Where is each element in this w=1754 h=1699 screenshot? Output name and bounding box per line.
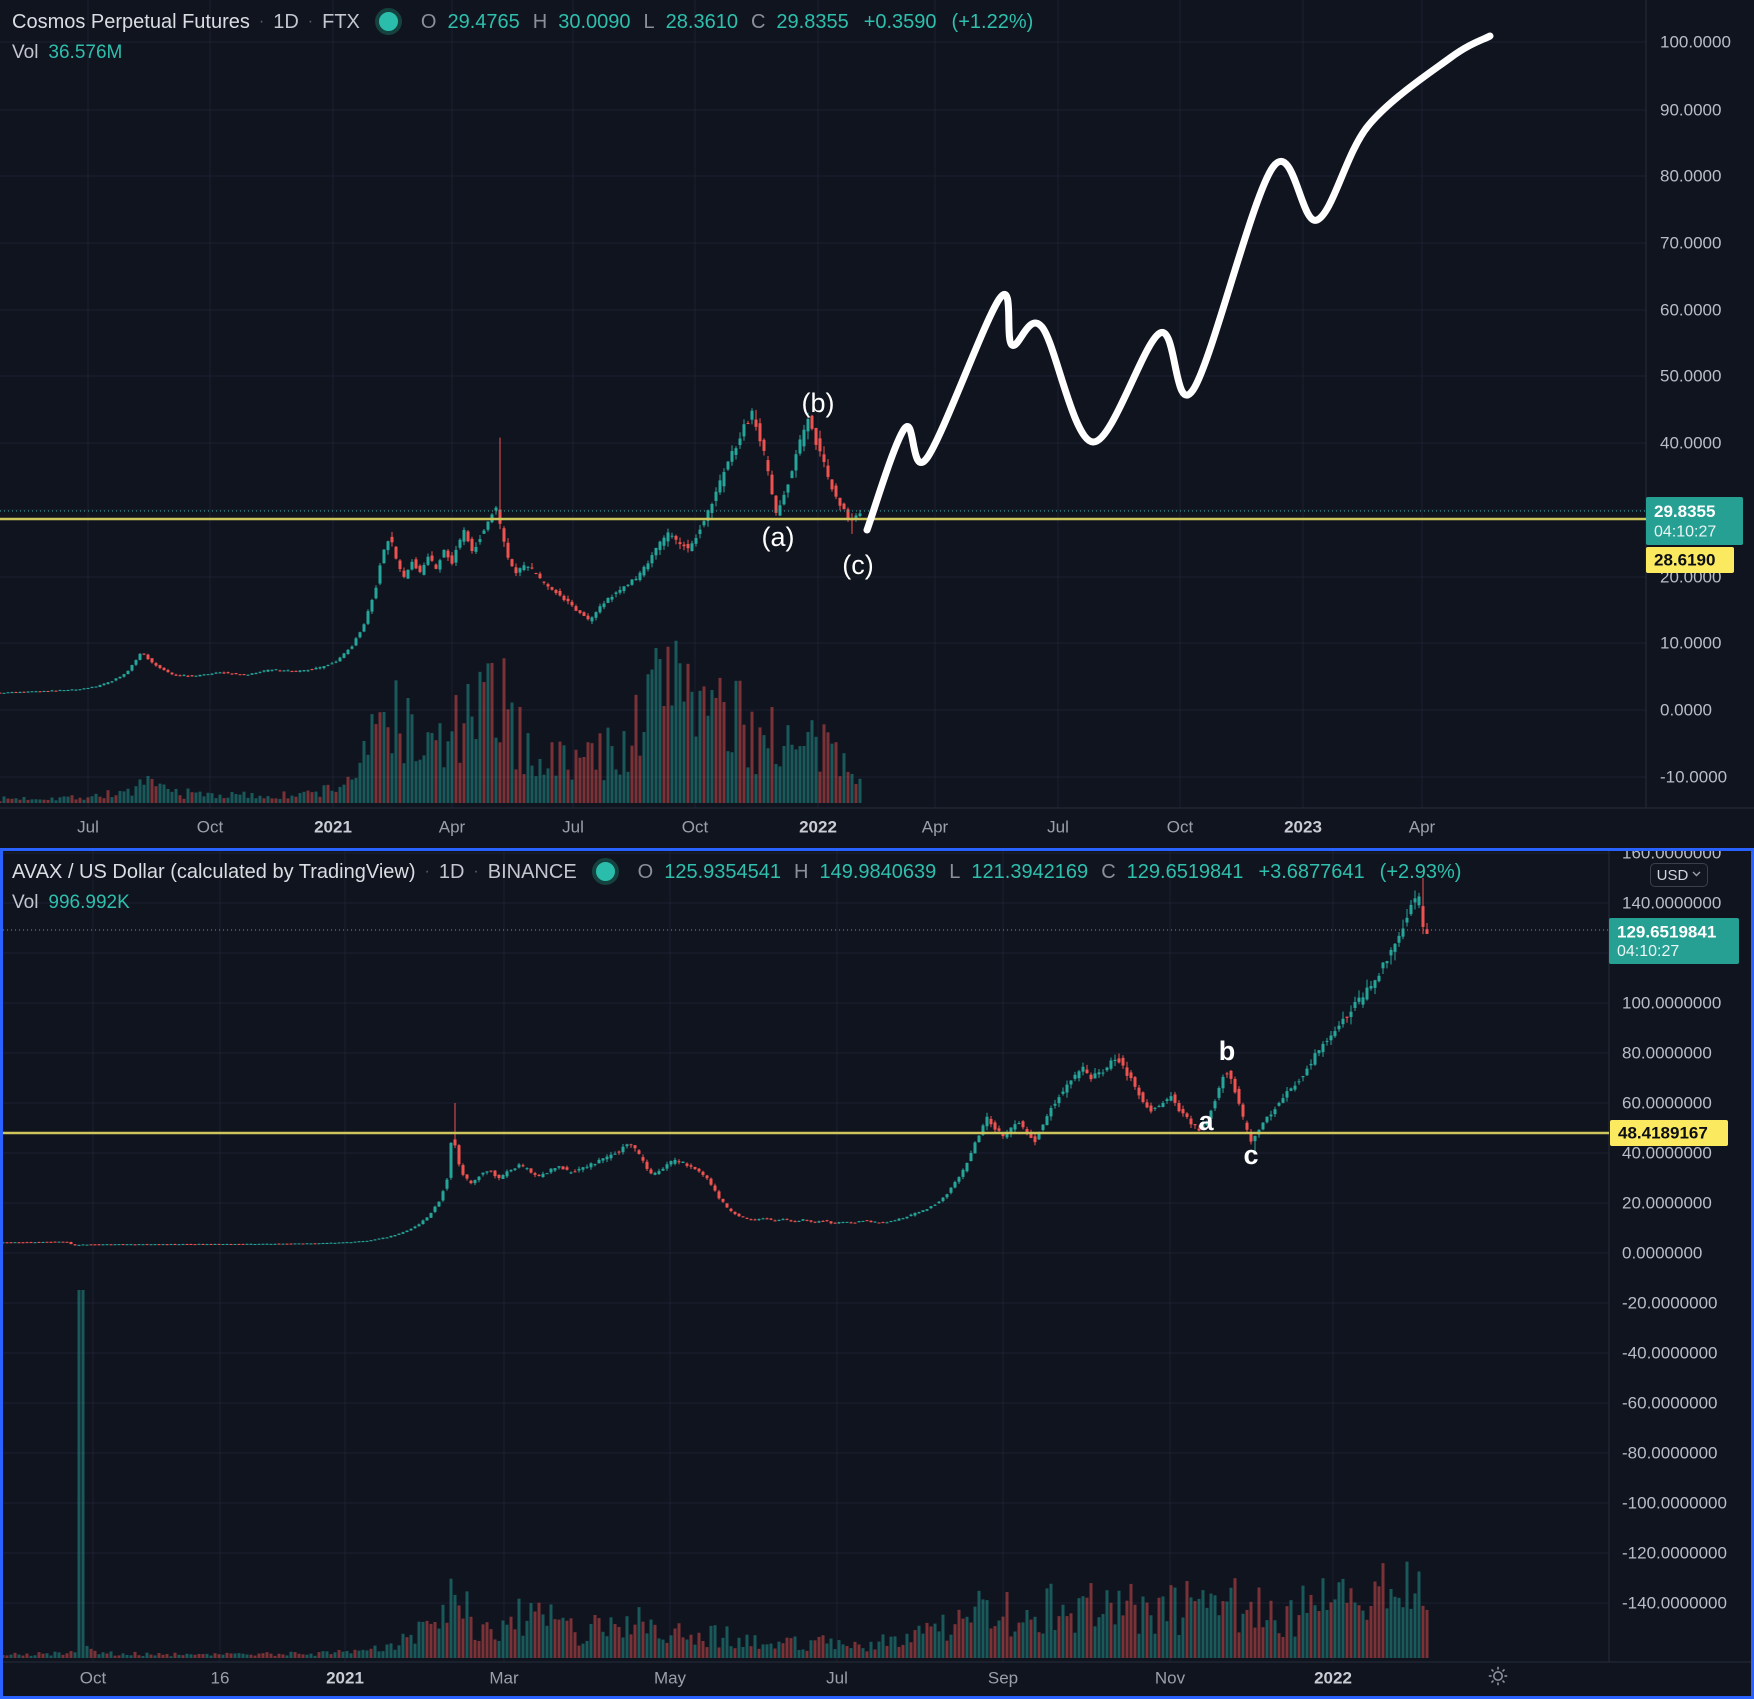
svg-text:90.0000: 90.0000 (1660, 101, 1721, 120)
svg-text:160.0000000: 160.0000000 (1622, 848, 1721, 863)
svg-text:140.0000000: 140.0000000 (1622, 894, 1721, 913)
svg-text:-80.0000000: -80.0000000 (1622, 1444, 1717, 1463)
svg-text:-40.0000000: -40.0000000 (1622, 1344, 1717, 1363)
svg-text:Oct: Oct (682, 818, 709, 837)
svg-text:28.6190: 28.6190 (1654, 551, 1715, 570)
svg-text:2022: 2022 (1314, 1669, 1352, 1688)
svg-text:40.0000000: 40.0000000 (1622, 1144, 1712, 1163)
chevron-down-icon (1692, 871, 1701, 877)
svg-text:May: May (654, 1669, 687, 1688)
svg-text:Oct: Oct (1167, 818, 1194, 837)
currency-label: USD (1656, 866, 1689, 884)
svg-text:2021: 2021 (326, 1669, 364, 1688)
svg-text:80.0000: 80.0000 (1660, 167, 1721, 186)
svg-text:Oct: Oct (80, 1669, 107, 1688)
svg-text:Jul: Jul (77, 818, 99, 837)
currency-selector-button[interactable]: USD (1650, 863, 1708, 887)
cosmos-chart-canvas[interactable]: (a) (b) (c) 100.0000 90.0000 80.0000 70.0000 60… (0, 0, 1754, 848)
svg-text:100.0000: 100.0000 (1660, 33, 1731, 52)
svg-text:70.0000: 70.0000 (1660, 234, 1721, 253)
svg-text:Apr: Apr (922, 818, 949, 837)
svg-text:16: 16 (211, 1669, 230, 1688)
svg-text:-120.0000000: -120.0000000 (1622, 1544, 1727, 1563)
svg-text:Sep: Sep (988, 1669, 1018, 1688)
svg-text:04:10:27: 04:10:27 (1654, 524, 1716, 541)
avax-chart-canvas[interactable]: bac160.0000000140.0000000100.000000080.0… (0, 848, 1754, 1699)
svg-text:29.8355: 29.8355 (1654, 502, 1715, 521)
svg-text:-140.0000000: -140.0000000 (1622, 1594, 1727, 1613)
svg-text:Jul: Jul (562, 818, 584, 837)
svg-text:-20.0000000: -20.0000000 (1622, 1294, 1717, 1313)
svg-text:2022: 2022 (799, 818, 837, 837)
svg-text:80.0000000: 80.0000000 (1622, 1044, 1712, 1063)
svg-text:50.0000: 50.0000 (1660, 367, 1721, 386)
svg-text:(a): (a) (762, 522, 795, 552)
svg-text:c: c (1243, 1140, 1258, 1170)
svg-text:-10.0000: -10.0000 (1660, 768, 1727, 787)
svg-text:40.0000: 40.0000 (1660, 434, 1721, 453)
svg-text:60.0000000: 60.0000000 (1622, 1094, 1712, 1113)
settings-gear-icon[interactable] (1486, 1664, 1510, 1688)
svg-text:60.0000: 60.0000 (1660, 301, 1721, 320)
svg-text:Jul: Jul (826, 1669, 848, 1688)
svg-text:-60.0000000: -60.0000000 (1622, 1394, 1717, 1413)
svg-text:Jul: Jul (1047, 818, 1069, 837)
svg-text:2023: 2023 (1284, 818, 1322, 837)
svg-text:Nov: Nov (1155, 1669, 1186, 1688)
svg-text:2021: 2021 (314, 818, 352, 837)
svg-text:a: a (1198, 1106, 1214, 1136)
svg-text:Oct: Oct (197, 818, 224, 837)
svg-text:20.0000000: 20.0000000 (1622, 1194, 1712, 1213)
svg-text:10.0000: 10.0000 (1660, 634, 1721, 653)
svg-text:Mar: Mar (489, 1669, 519, 1688)
svg-text:100.0000000: 100.0000000 (1622, 994, 1721, 1013)
svg-text:(b): (b) (802, 388, 835, 418)
svg-text:(c): (c) (842, 550, 873, 580)
svg-text:129.6519841: 129.6519841 (1617, 922, 1716, 941)
svg-text:Apr: Apr (439, 818, 466, 837)
svg-text:-100.0000000: -100.0000000 (1622, 1494, 1727, 1513)
svg-text:48.4189167: 48.4189167 (1618, 1124, 1708, 1143)
svg-text:04:10:27: 04:10:27 (1617, 943, 1679, 960)
svg-text:b: b (1219, 1036, 1236, 1066)
svg-text:0.0000: 0.0000 (1660, 701, 1712, 720)
svg-text:Apr: Apr (1409, 818, 1436, 837)
svg-text:0.0000000: 0.0000000 (1622, 1244, 1702, 1263)
